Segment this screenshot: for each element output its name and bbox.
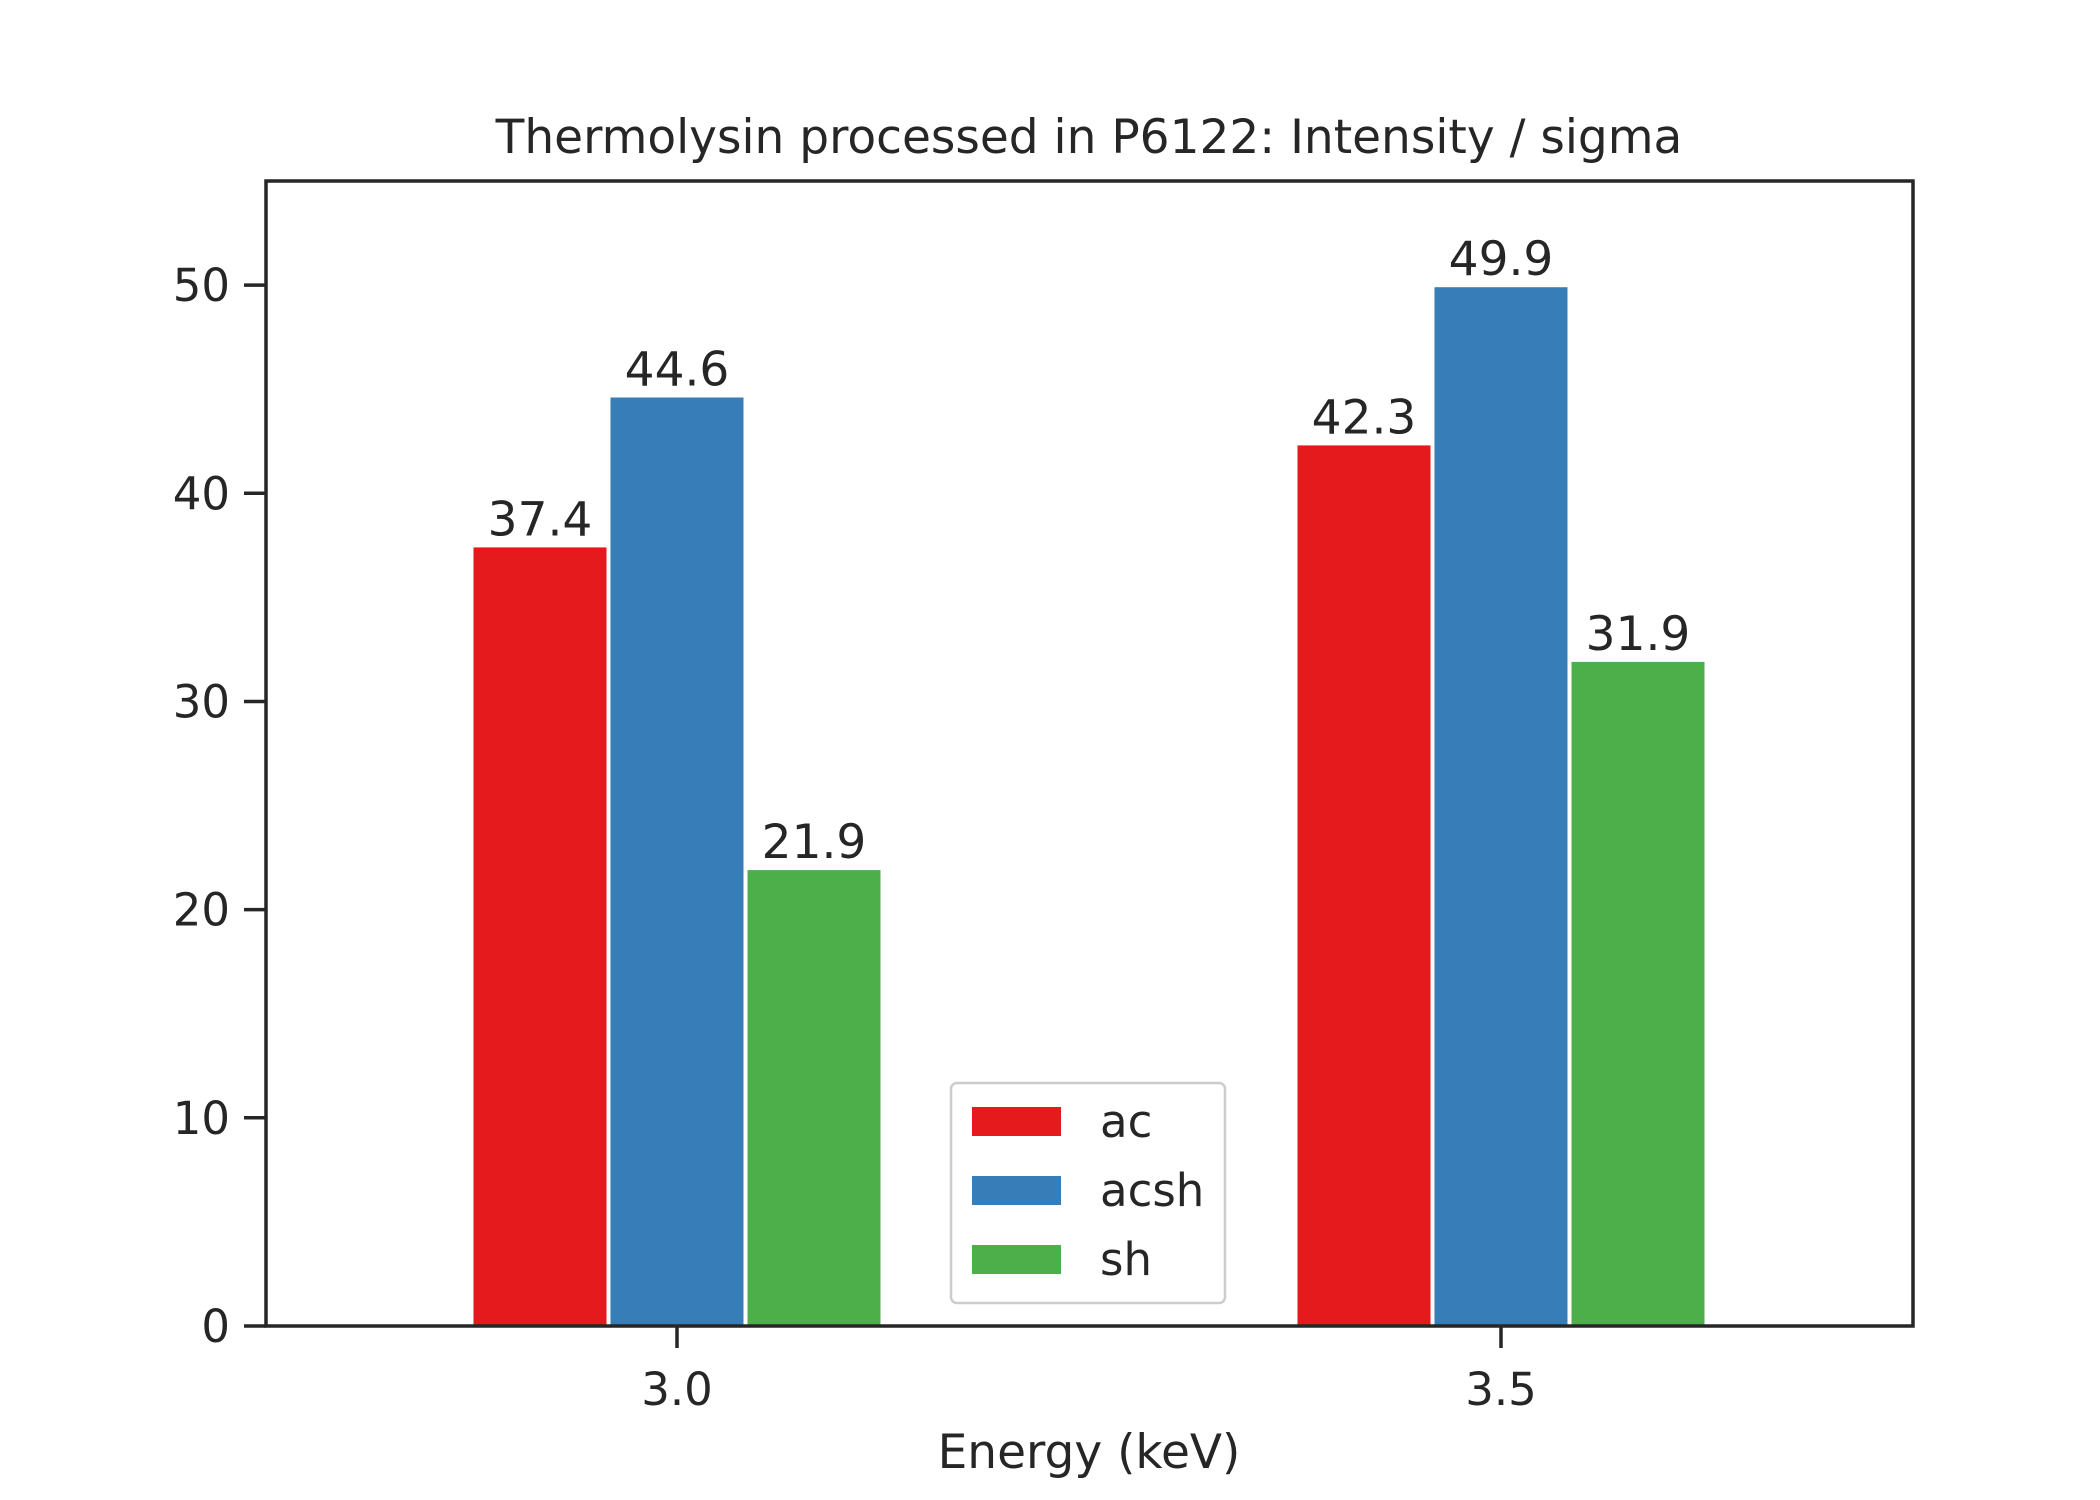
legend-swatch-acsh	[972, 1176, 1061, 1205]
bar-value-label: 21.9	[762, 815, 867, 870]
legend: ac acsh sh	[949, 1081, 1227, 1305]
x-axis: 3.0 3.5	[641, 1326, 1537, 1416]
y-axis: 0 10 20 30 40 50	[173, 259, 266, 1353]
chart-title: Thermolysin processed in P6122: Intensit…	[495, 110, 1683, 165]
bar-sh-3.5	[1571, 661, 1705, 1326]
bar-value-label: 37.4	[488, 492, 593, 547]
x-axis-label: Energy (keV)	[938, 1425, 1241, 1480]
y-tick-label: 50	[173, 259, 230, 312]
bar-value-label: 49.9	[1449, 232, 1554, 287]
plot-frame	[264, 179, 1915, 1328]
bar-ac-3.0	[473, 547, 607, 1326]
x-tick-label: 3.5	[1465, 1363, 1537, 1416]
bar-acsh-3.0	[610, 397, 744, 1326]
x-tick-label: 3.0	[641, 1363, 713, 1416]
legend-label-ac: ac	[1100, 1095, 1152, 1148]
y-tick-label: 10	[173, 1092, 230, 1145]
bar-ac-3.5	[1297, 445, 1431, 1326]
legend-label-sh: sh	[1100, 1233, 1152, 1286]
legend-swatch-ac	[972, 1107, 1061, 1136]
bar-value-label: 31.9	[1586, 607, 1691, 662]
y-tick-label: 20	[173, 884, 230, 937]
bar-labels-layer: 37.4 44.6 21.9 42.3 49.9 31.9	[488, 232, 1691, 870]
bar-sh-3.0	[747, 870, 881, 1326]
y-tick-label: 30	[173, 676, 230, 729]
y-tick-label: 40	[173, 467, 230, 520]
legend-swatch-sh	[972, 1245, 1061, 1274]
bar-value-label: 42.3	[1312, 390, 1417, 445]
legend-label-acsh: acsh	[1100, 1164, 1204, 1217]
y-tick-label: 0	[201, 1300, 230, 1353]
bars-layer	[473, 287, 1705, 1327]
bar-value-label: 44.6	[625, 343, 730, 398]
bar-acsh-3.5	[1434, 287, 1568, 1327]
